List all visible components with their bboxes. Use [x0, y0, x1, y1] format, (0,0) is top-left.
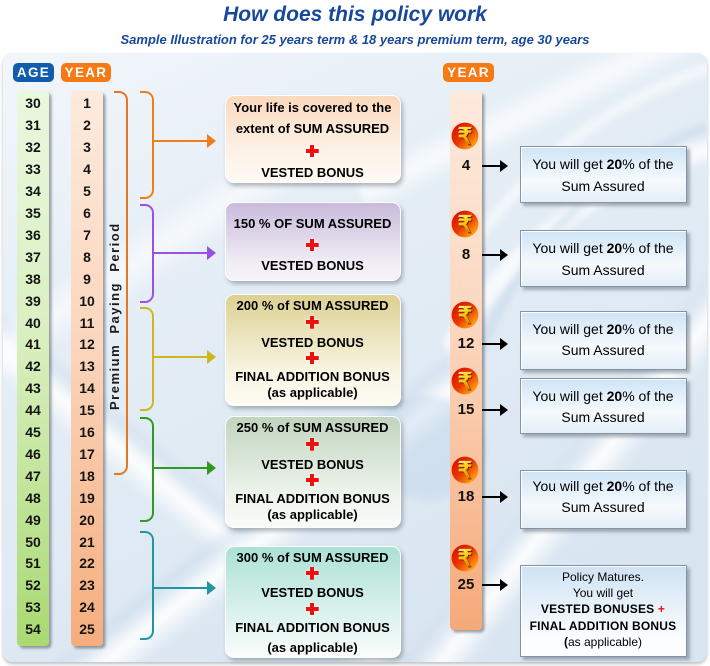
svg-text:₹: ₹: [459, 302, 474, 328]
svg-text:₹: ₹: [459, 458, 474, 484]
svg-text:₹: ₹: [459, 368, 474, 394]
svg-text:₹: ₹: [458, 457, 473, 483]
svg-text:₹: ₹: [459, 545, 474, 571]
svg-text:₹: ₹: [458, 367, 473, 393]
svg-text:₹: ₹: [458, 122, 473, 148]
svg-text:₹: ₹: [459, 211, 474, 237]
svg-text:₹: ₹: [458, 301, 473, 327]
svg-text:₹: ₹: [459, 123, 474, 149]
svg-text:₹: ₹: [458, 210, 473, 236]
svg-text:₹: ₹: [458, 544, 473, 570]
